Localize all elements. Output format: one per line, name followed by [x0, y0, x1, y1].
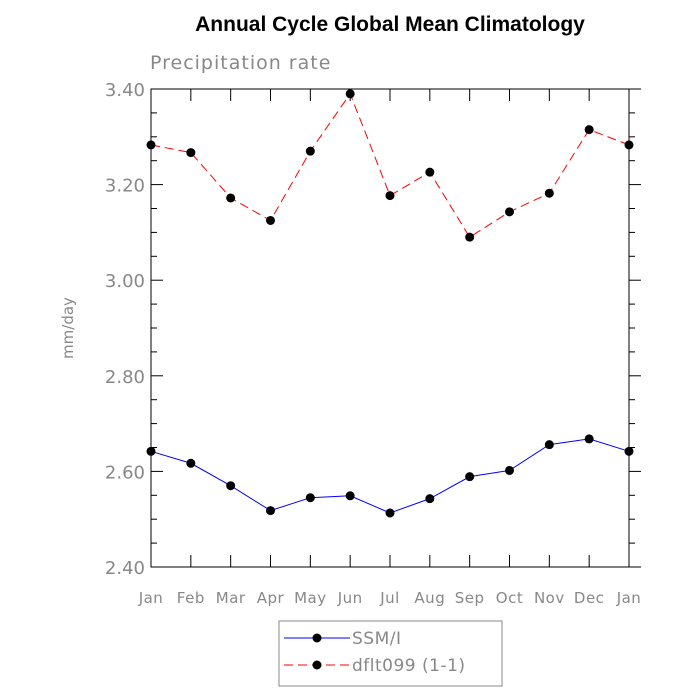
data-point — [266, 506, 275, 516]
data-point — [425, 494, 435, 504]
series-line — [150, 92, 630, 238]
data-series — [146, 89, 634, 518]
data-point — [305, 493, 315, 503]
y-tick-label: 2.40 — [105, 558, 145, 579]
data-point — [385, 191, 395, 201]
legend: SSM/I dflt099 (1-1) — [278, 620, 503, 687]
legend-marker — [312, 633, 322, 643]
y-tick-label: 3.40 — [105, 80, 145, 101]
x-tick-label: Apr — [257, 589, 285, 607]
legend-label: dflt099 (1-1) — [352, 656, 466, 676]
data-point — [345, 491, 355, 501]
series-1 — [146, 434, 634, 518]
x-tick-label: May — [294, 589, 327, 607]
legend-label: SSM/I — [352, 629, 402, 649]
y-axis-label: mm/day — [59, 297, 77, 359]
legend-box — [278, 620, 503, 687]
data-point — [584, 125, 594, 135]
data-point — [385, 508, 395, 518]
x-tick-label: Jun — [337, 589, 363, 607]
x-tick-label: Aug — [414, 589, 445, 607]
x-tick-label: Sep — [455, 589, 485, 607]
data-point — [465, 472, 475, 482]
data-point — [544, 188, 554, 198]
data-point — [584, 434, 594, 444]
y-tick-label: 3.00 — [105, 271, 145, 292]
tick-marks — [150, 88, 641, 568]
data-point — [186, 148, 196, 158]
y-tick-label: 2.60 — [105, 462, 145, 483]
x-tick-label: Mar — [216, 589, 246, 607]
data-point — [505, 465, 514, 475]
x-tick-label: Feb — [177, 589, 205, 607]
data-point — [266, 215, 275, 225]
x-tick-label: Dec — [574, 589, 605, 607]
series-2 — [146, 89, 634, 242]
x-tick-label: Jan — [616, 589, 642, 607]
y-tick-label: 2.80 — [105, 367, 145, 388]
legend-marker — [312, 660, 322, 670]
data-point — [425, 167, 435, 177]
data-point — [305, 146, 315, 156]
plot-frame — [150, 88, 630, 568]
data-point — [226, 193, 236, 203]
data-point — [544, 440, 554, 450]
x-tick-label: Nov — [534, 589, 565, 607]
x-tick-label: Jan — [138, 589, 164, 607]
data-point — [226, 481, 236, 491]
series-line — [150, 438, 630, 514]
data-point — [465, 232, 475, 242]
chart-title: Annual Cycle Global Mean Climatology — [195, 13, 585, 36]
data-point — [186, 458, 196, 468]
data-point — [345, 89, 355, 99]
data-point — [505, 207, 514, 217]
x-tick-label: Jul — [379, 589, 400, 607]
y-tick-label: 3.20 — [105, 176, 145, 197]
x-tick-label: Oct — [496, 589, 523, 607]
x-tick-labels: Jan Feb Mar Apr May Jun Jul Aug Sep Oct Nov Dec Jan — [138, 589, 642, 607]
y-tick-labels: 2.40 2.60 2.80 3.00 3.20 3.40 — [105, 80, 145, 579]
chart-subtitle: Precipitation rate — [150, 52, 331, 74]
